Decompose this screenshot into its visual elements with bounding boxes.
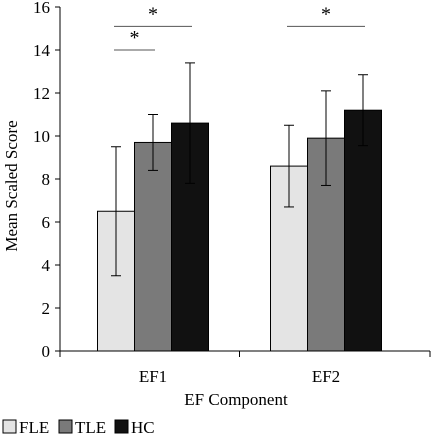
legend-entry-label: HC <box>131 418 155 437</box>
legend: FLE TLE HC <box>2 418 155 437</box>
x-axis: EF1 EF2 <box>59 350 431 386</box>
legend-swatch <box>58 419 73 434</box>
x-category-label: EF2 <box>312 367 340 386</box>
y-tick-label: 14 <box>33 41 51 60</box>
y-axis: 0 2 4 6 8 10 12 14 16 <box>33 0 61 361</box>
significance-asterisk: * <box>321 3 331 25</box>
legend-swatch <box>2 419 17 434</box>
y-axis-label: Mean Scaled Score <box>2 120 21 251</box>
y-tick-label: 10 <box>33 127 50 146</box>
y-tick-label: 0 <box>42 342 51 361</box>
legend-entry-label: FLE <box>19 418 49 437</box>
y-tick-label: 2 <box>42 299 51 318</box>
y-tick-label: 4 <box>42 256 51 275</box>
y-tick-label: 6 <box>42 213 51 232</box>
bar <box>134 141 172 352</box>
x-category-label: EF1 <box>139 367 167 386</box>
y-tick-label: 12 <box>33 84 50 103</box>
significance-asterisk: * <box>130 27 140 49</box>
error-bars <box>111 62 368 277</box>
significance-asterisk: * <box>148 3 158 25</box>
significance-markers: * * * <box>114 3 365 51</box>
y-tick-label: 8 <box>42 170 51 189</box>
bars <box>97 109 382 352</box>
x-axis-label: EF Component <box>184 390 288 409</box>
bar <box>344 109 382 352</box>
y-tick-label: 16 <box>33 0 50 17</box>
legend-entry-label: TLE <box>75 418 106 437</box>
legend-swatch <box>114 419 129 434</box>
